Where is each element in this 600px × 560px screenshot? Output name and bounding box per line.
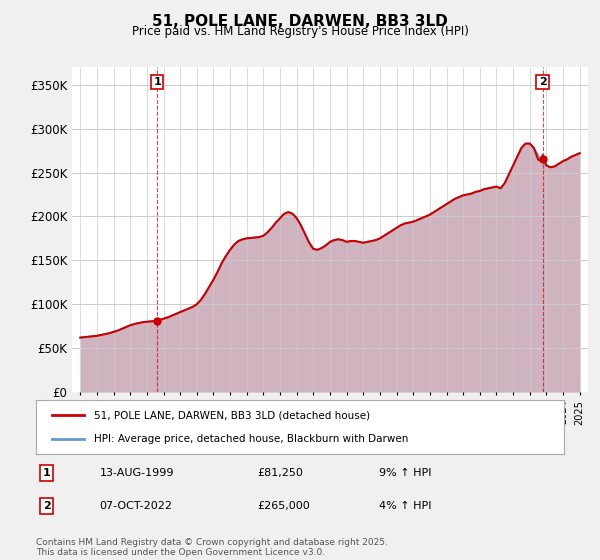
Text: 4% ↑ HPI: 4% ↑ HPI bbox=[379, 501, 432, 511]
Text: HPI: Average price, detached house, Blackburn with Darwen: HPI: Average price, detached house, Blac… bbox=[94, 433, 409, 444]
Text: 9% ↑ HPI: 9% ↑ HPI bbox=[379, 468, 432, 478]
Text: £265,000: £265,000 bbox=[258, 501, 311, 511]
Text: 13-AUG-1999: 13-AUG-1999 bbox=[100, 468, 174, 478]
Text: 1: 1 bbox=[43, 468, 50, 478]
Text: 1: 1 bbox=[154, 77, 161, 87]
Text: 51, POLE LANE, DARWEN, BB3 3LD (detached house): 51, POLE LANE, DARWEN, BB3 3LD (detached… bbox=[94, 410, 370, 421]
Text: 07-OCT-2022: 07-OCT-2022 bbox=[100, 501, 172, 511]
Text: Price paid vs. HM Land Registry's House Price Index (HPI): Price paid vs. HM Land Registry's House … bbox=[131, 25, 469, 38]
Text: 2: 2 bbox=[43, 501, 50, 511]
Text: Contains HM Land Registry data © Crown copyright and database right 2025.
This d: Contains HM Land Registry data © Crown c… bbox=[36, 538, 388, 557]
Text: 51, POLE LANE, DARWEN, BB3 3LD: 51, POLE LANE, DARWEN, BB3 3LD bbox=[152, 14, 448, 29]
Text: £81,250: £81,250 bbox=[258, 468, 304, 478]
Text: 2: 2 bbox=[539, 77, 547, 87]
